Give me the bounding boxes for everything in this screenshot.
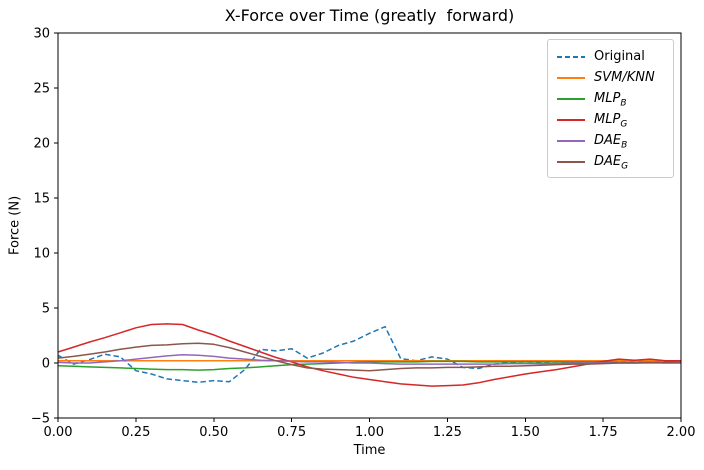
series-line-original: [57, 325, 682, 384]
x-tick-label: 1.00: [355, 425, 384, 440]
y-tick-label: 5: [42, 302, 50, 317]
x-tick-label: 0.00: [44, 425, 73, 440]
x-tick-label: 0.50: [199, 425, 228, 440]
legend-item-original: Original: [557, 46, 669, 67]
legend-label-mlp-g: MLPG: [594, 112, 628, 130]
legend-line-sample-mlp-b: [557, 97, 585, 100]
y-tick-label: 0: [42, 357, 50, 372]
y-tick-label: 30: [33, 27, 50, 42]
legend-label-original: Original: [594, 49, 645, 64]
legend-line-sample-dae-b: [557, 139, 585, 142]
legend-item-mlp-g: MLPG: [557, 109, 669, 130]
y-tick-label: 25: [33, 82, 50, 97]
legend-item-svm-knn: SVM/KNN: [557, 67, 669, 88]
x-tick-label: 2.00: [667, 425, 696, 440]
legend-line-sample-dae-g: [557, 160, 585, 163]
y-tick-label: −5: [31, 412, 50, 427]
legend-label-mlp-b: MLPB: [594, 91, 627, 109]
y-axis-label: Force (N): [7, 195, 23, 256]
series-line-mlp-b: [57, 360, 681, 371]
x-tick-label: 1.50: [511, 425, 540, 440]
legend-line-sample-svm-knn: [557, 76, 585, 79]
y-tick-label: 15: [33, 192, 50, 207]
legend-label-dae-b: DAEB: [594, 133, 628, 151]
chart-title: X-Force over Time (greatly forward): [224, 6, 515, 25]
legend: Original SVM/KNN MLPB MLPG DAEB DAEG: [547, 39, 674, 178]
axes-frame: [57, 32, 682, 419]
legend-line-sample-original: [557, 55, 585, 58]
legend-item-dae-b: DAEB: [557, 130, 669, 151]
legend-item-dae-g: DAEG: [557, 151, 669, 172]
y-tick-label: 10: [33, 247, 50, 262]
x-tick-label: 1.75: [589, 425, 618, 440]
series-line-dae-b: [57, 354, 681, 365]
x-axis-label: Time: [353, 443, 386, 458]
legend-label-svm-knn: SVM/KNN: [594, 70, 655, 85]
legend-line-sample-mlp-g: [557, 118, 585, 121]
series-line-dae-g: [57, 342, 682, 372]
series-line-mlp-g: [57, 323, 681, 387]
x-tick-label: 1.25: [433, 425, 462, 440]
x-tick-label: 0.25: [121, 425, 150, 440]
legend-item-mlp-b: MLPB: [557, 88, 669, 109]
legend-label-dae-g: DAEG: [594, 154, 629, 172]
x-tick-label: 0.75: [277, 425, 306, 440]
y-tick-label: 20: [33, 137, 50, 152]
